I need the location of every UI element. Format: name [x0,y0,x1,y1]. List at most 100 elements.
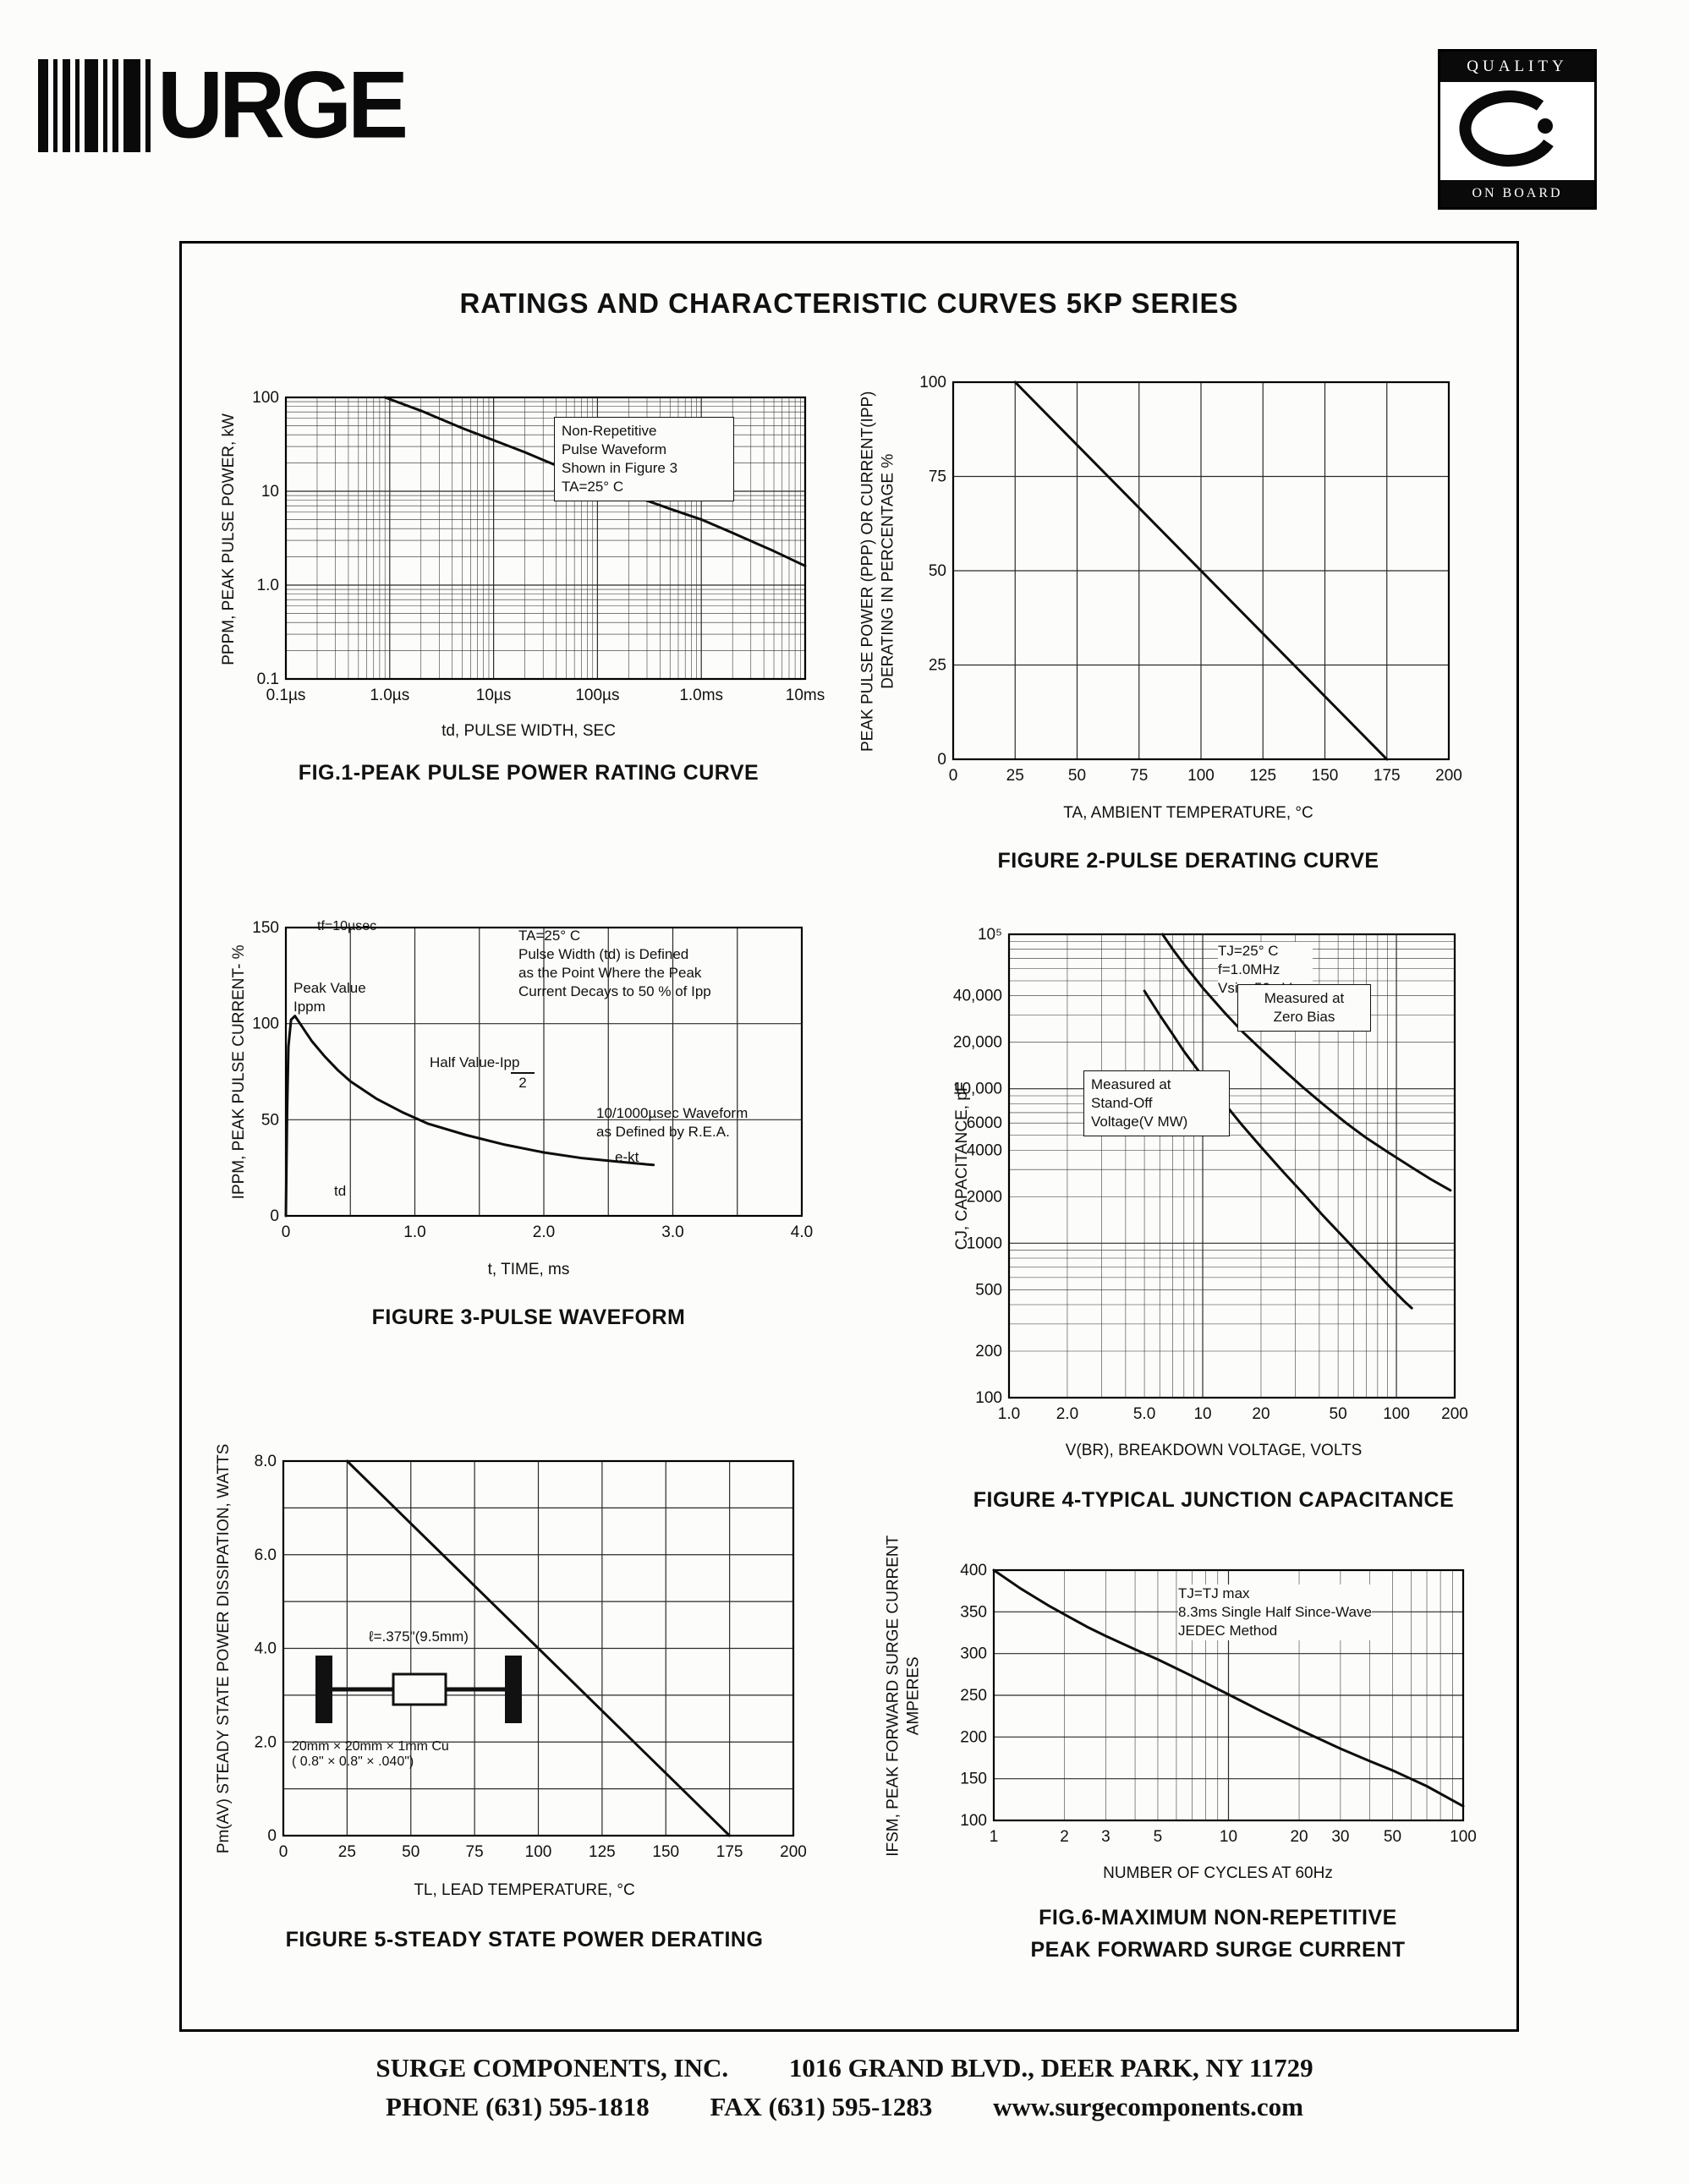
figure-4-junction-capacitance: CJ, CAPACITANCE, pF 1.0 2.0 5.0 10 20 50 100 20… [926,903,1510,1546]
svg-text:20,000: 20,000 [953,1034,1002,1052]
svg-text:30: 30 [1331,1828,1349,1846]
svg-text:0.1µs: 0.1µs [266,687,306,704]
svg-text:20: 20 [1290,1828,1308,1846]
svg-text:5.0: 5.0 [1133,1405,1155,1423]
fig5-x-axis-label: TL, LEAD TEMPERATURE, °C [414,1881,635,1899]
svg-text:100: 100 [960,1812,987,1830]
svg-text:10⁵: 10⁵ [978,926,1002,944]
svg-text:0: 0 [279,1843,288,1861]
svg-text:4.0: 4.0 [791,1223,813,1241]
logo-bar-icon [103,59,107,152]
svg-text:100: 100 [975,1389,1002,1407]
fig2-y-axis-label: PEAK PULSE POWER (PPP) OR CURRENT(IPP) D… [858,391,897,753]
svg-text:1.0: 1.0 [403,1223,425,1241]
svg-text:2000: 2000 [967,1188,1002,1206]
logo-bar-icon [38,59,48,152]
fig3-td-label: td [334,1183,347,1199]
svg-text:200: 200 [1441,1405,1468,1423]
svg-text:200: 200 [960,1728,987,1746]
svg-text:1: 1 [990,1828,999,1846]
fig4-standoff-label: Measured at Stand-Off Voltage(V MW) [1083,1070,1230,1137]
svg-text:100: 100 [1383,1405,1410,1423]
svg-text:100µs: 100µs [575,687,619,704]
fig6-conditions-note: TJ=TJ max 8.3ms Single Half Since-Wave J… [1178,1585,1372,1641]
svg-text:6000: 6000 [967,1114,1002,1132]
logo-bar-icon [145,59,151,152]
svg-text:4000: 4000 [967,1141,1002,1159]
fig5-y-axis-label: Pm(AV) STEADY STATE POWER DISSIPATION, W… [215,1443,233,1854]
svg-text:50: 50 [1068,767,1086,785]
fig6-x-axis-label: NUMBER OF CYCLES AT 60Hz [1103,1864,1333,1882]
svg-text:1000: 1000 [967,1234,1002,1252]
footer-line-2: PHONE (631) 595-1818 FAX (631) 595-1283 … [0,2092,1689,2122]
fig3-tf-label: tf=10µsec [317,919,377,933]
fig1-caption: FIG.1-PEAK PULSE POWER RATING CURVE [298,761,760,785]
svg-text:350: 350 [960,1603,987,1621]
svg-text:6.0: 6.0 [255,1546,277,1564]
svg-text:0: 0 [267,1827,277,1845]
svg-text:0: 0 [949,767,958,785]
fig5-copper-pad-label: 20mm × 20mm × 1mm Cu ( 0.8" × 0.8" × .04… [292,1739,449,1769]
fig3-exponential-label: e-kt [615,1149,639,1165]
svg-text:150: 150 [252,919,279,937]
page-title: RATINGS AND CHARACTERISTIC CURVES 5KP SE… [459,287,1239,319]
fig5-caption: FIGURE 5-STEADY STATE POWER DERATING [285,1928,764,1951]
fig2-caption: FIGURE 2-PULSE DERATING CURVE [997,849,1379,873]
svg-text:1.0: 1.0 [998,1405,1020,1423]
svg-text:200: 200 [780,1843,807,1861]
svg-text:2: 2 [1060,1828,1069,1846]
svg-text:10ms: 10ms [786,687,825,704]
svg-text:8.0: 8.0 [255,1453,277,1470]
svg-text:75: 75 [466,1843,484,1861]
svg-text:10,000: 10,000 [953,1081,1002,1098]
fig5-lead-length-label: ℓ=.375"(9.5mm) [369,1628,469,1645]
fig1-annotation: Non-Repetitive Pulse Waveform Shown in F… [554,417,734,502]
logo-bar-icon [53,59,58,152]
svg-text:2.0: 2.0 [533,1223,555,1241]
svg-text:5: 5 [1154,1828,1163,1846]
fig6-caption: FIG.6-MAXIMUM NON-REPETITIVE PEAK FORWAR… [1030,1906,1406,1962]
svg-text:3.0: 3.0 [661,1223,683,1241]
fig3-half-value-top: Half Value-Ipp [430,1054,520,1071]
footer-fax: FAX (631) 595-1283 [710,2092,933,2121]
fig3-chart: 0 1.0 2.0 3.0 4.0 0 50 100 150 [252,919,813,1241]
svg-text:75: 75 [1130,767,1148,785]
svg-text:0.1: 0.1 [257,671,279,688]
svg-text:100: 100 [1187,767,1215,785]
svg-text:250: 250 [960,1687,987,1705]
footer-phone: PHONE (631) 595-1818 [386,2092,650,2121]
svg-text:3: 3 [1101,1828,1110,1846]
svg-text:400: 400 [960,1562,987,1579]
svg-text:10: 10 [261,483,279,501]
fig5-mount-inset: ℓ=.375"(9.5mm) 20mm × 20mm × 1mm Cu ( 0.… [292,1628,546,1770]
svg-text:1.0: 1.0 [257,577,279,594]
figure-2-pulse-derating: PEAK PULSE POWER (PPP) OR CURRENT(IPP) D… [858,345,1489,903]
fig3-half-value-label: Half Value-Ipp 2 [430,1035,535,1111]
svg-text:25: 25 [338,1843,356,1861]
footer-line-1: SURGE COMPONENTS, INC. 1016 GRAND BLVD.,… [0,2053,1689,2083]
fig4-x-axis-label: V(BR), BREAKDOWN VOLTAGE, VOLTS [1065,1442,1363,1459]
fig3-caption: FIGURE 3-PULSE WAVEFORM [371,1305,686,1329]
svg-text:300: 300 [960,1645,987,1663]
svg-text:75: 75 [929,468,946,486]
figure-5-steady-state-derating: Pm(AV) STEADY STATE POWER DISSIPATION, W… [199,1427,875,1977]
svg-text:50: 50 [1384,1828,1401,1846]
footer-company: SURGE COMPONENTS, INC. [376,2053,729,2083]
fig4-zero-bias-label: Measured at Zero Bias [1237,984,1371,1032]
fig3-x-axis-label: t, TIME, ms [487,1261,570,1278]
svg-text:50: 50 [929,562,946,580]
svg-text:2.0: 2.0 [255,1733,277,1751]
svg-text:150: 150 [1312,767,1339,785]
svg-text:50: 50 [261,1111,279,1129]
svg-text:100: 100 [1450,1828,1477,1846]
surge-logo-text: URGE [157,51,409,158]
svg-text:40,000: 40,000 [953,988,1002,1005]
content-frame: RATINGS AND CHARACTERISTIC CURVES 5KP SE… [179,241,1519,2032]
figure-3-pulse-waveform: IPPM, PEAK PULSE CURRENT- % 0 1.0 2.0 3.0 4.… [199,895,875,1351]
svg-text:150: 150 [652,1843,679,1861]
logo-bar-icon [85,59,98,152]
svg-text:1.0µs: 1.0µs [370,687,409,704]
fig5-lead-mount-diagram [315,1656,522,1723]
svg-text:125: 125 [589,1843,616,1861]
svg-text:200: 200 [1435,767,1462,785]
